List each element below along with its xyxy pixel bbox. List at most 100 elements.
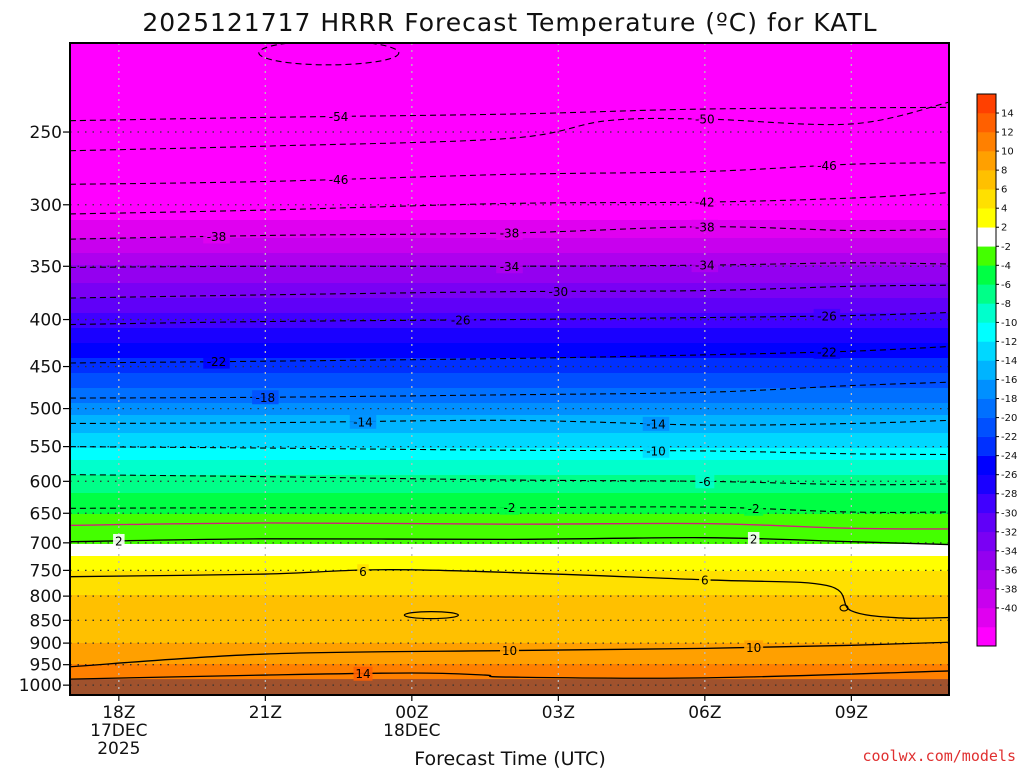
colorbar-segment [977, 208, 996, 228]
contour--14 [70, 419, 949, 426]
credit-link[interactable]: coolwx.com/models [862, 747, 1016, 765]
colorbar-segment [977, 379, 996, 399]
y-tick-label: 400 [30, 311, 62, 331]
field-band [70, 310, 949, 314]
field-band [70, 460, 949, 464]
contour-2 [70, 536, 949, 546]
colorbar-label: -22 [1001, 432, 1017, 443]
y-tick-label: 500 [30, 400, 62, 420]
field-band [70, 73, 949, 77]
field-band [70, 178, 949, 182]
contour--10 [70, 446, 949, 456]
contour-label-bg [699, 572, 711, 587]
field-band [70, 559, 949, 563]
contour-label: 6 [701, 573, 709, 587]
contour-label-bg [695, 474, 715, 489]
contour-label-bg [357, 564, 369, 579]
contour-label: -2 [504, 501, 516, 515]
field-band [70, 325, 949, 329]
contour-label-bg [447, 312, 474, 327]
contour-label: -54 [329, 110, 349, 124]
contour-label: -10 [646, 444, 666, 458]
field-band [70, 115, 949, 119]
contour-cell [403, 611, 459, 620]
field-band [70, 190, 949, 194]
field-band [70, 100, 949, 104]
colorbar-label: -8 [1001, 299, 1011, 310]
y-tick-label: 350 [30, 257, 62, 277]
field-band [70, 481, 949, 485]
field-band [70, 109, 949, 113]
y-tick-label: 900 [30, 634, 62, 654]
colorbar-segment [977, 322, 996, 342]
contour-label-bg [744, 640, 764, 655]
contour-label: -14 [646, 417, 666, 431]
colorbar-segment [977, 113, 996, 133]
x-tick-date: 18DEC [383, 721, 440, 741]
contour-14 [70, 670, 949, 680]
field-band [70, 376, 949, 380]
field-band [70, 445, 949, 449]
field-band [70, 430, 949, 434]
field-band [70, 133, 949, 137]
field-band [70, 565, 949, 569]
field-band [70, 388, 949, 392]
field-band [70, 478, 949, 482]
field-band [70, 424, 949, 428]
colorbar-segment [977, 436, 996, 456]
contour--26 [70, 311, 949, 326]
field-band [70, 349, 949, 353]
field-band [70, 397, 949, 401]
field-band [70, 43, 949, 47]
contour-label-bg [691, 219, 719, 234]
contour--54 [70, 106, 949, 122]
field-band [70, 331, 949, 335]
contour-6 [70, 569, 949, 620]
field-band [70, 547, 949, 551]
field-band [70, 640, 949, 644]
field-band [70, 364, 949, 368]
field-band [70, 49, 949, 53]
x-tick-label: 06Z [688, 703, 721, 723]
field-band [70, 346, 949, 350]
field-band [70, 631, 949, 635]
field-band [70, 55, 949, 59]
field-band [70, 313, 949, 317]
field-band [70, 529, 949, 533]
contour-label: -38 [207, 230, 227, 244]
field-band [70, 334, 949, 338]
contour-label-bg [747, 532, 760, 547]
contour-label-bg [691, 112, 719, 127]
field-band [70, 586, 949, 590]
field-band [70, 568, 949, 572]
contour-label: -34 [500, 260, 520, 274]
field-band [70, 148, 949, 152]
contour-label: -26 [817, 309, 837, 323]
field-band [70, 289, 949, 293]
field-band [70, 517, 949, 521]
field-band [70, 544, 949, 548]
contour-label-bg [691, 258, 719, 273]
field-band [70, 316, 949, 320]
contour-0 [70, 522, 949, 530]
contour-label-bg [691, 195, 719, 210]
contour-labels: -54 -50-46-46-42-38 -38 -38-34 -34-30-26 -26-… [113, 109, 841, 681]
field-band [70, 421, 949, 425]
colorbar-label: 4 [1001, 204, 1007, 215]
field-band [70, 604, 949, 608]
contour-cell [839, 604, 849, 612]
colorbar-label: -20 [1001, 413, 1017, 424]
contour-label: -42 [695, 196, 715, 210]
field-band [70, 427, 949, 431]
field-band [70, 394, 949, 398]
colorbar-segment [977, 569, 996, 590]
contour-label-bg [113, 533, 125, 548]
colorbar-segment [977, 493, 996, 514]
colorbar-label: -34 [1001, 546, 1017, 557]
colorbar-segment [977, 227, 996, 247]
field-band [70, 556, 949, 560]
field-band [70, 436, 949, 440]
field-band [70, 403, 949, 407]
contour-label: 10 [746, 641, 761, 655]
